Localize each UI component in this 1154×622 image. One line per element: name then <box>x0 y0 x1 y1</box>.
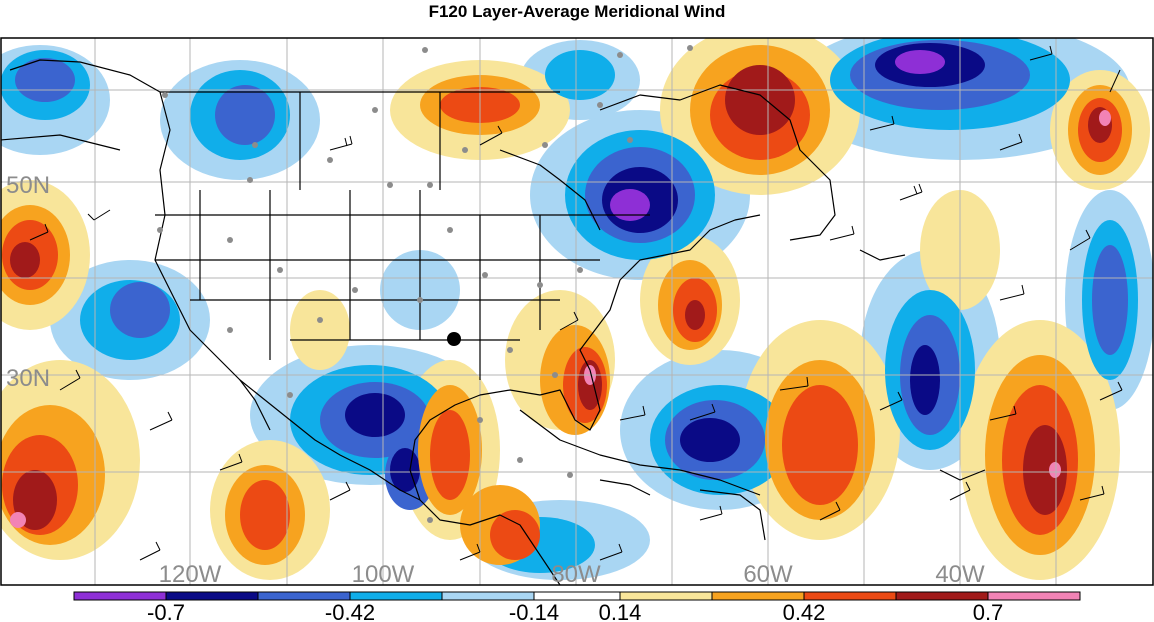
colorbar-swatch-9 <box>896 592 988 600</box>
map-frame <box>0 37 1154 586</box>
colorbar-swatch-6 <box>620 592 712 600</box>
colorbar-swatch-0 <box>74 592 166 600</box>
location-marker <box>447 332 461 346</box>
lat-label-50n: 50N <box>6 172 50 199</box>
lon-label-100w: 100W <box>352 561 415 588</box>
map-title: F120 Layer-Average Meridional Wind <box>428 2 726 21</box>
colorbar-swatch-2 <box>258 592 350 600</box>
colorbar-swatch-3 <box>350 592 442 600</box>
colorbar-tick-label: 0.42 <box>783 600 826 622</box>
lon-label-80w: 80W <box>551 561 601 588</box>
lon-label-40w: 40W <box>935 561 985 588</box>
colorbar-tick-label: -0.14 <box>509 600 559 622</box>
lon-label-120w: 120W <box>159 561 222 588</box>
colorbar-swatch-10 <box>988 592 1080 600</box>
colorbar-tick-label: -0.7 <box>147 600 185 622</box>
colorbar-swatch-4 <box>442 592 534 600</box>
colorbar: -0.7 -0.42 -0.14 0.14 0.42 0.7 <box>73 591 1081 622</box>
colorbar-swatch-5 <box>534 592 620 600</box>
colorbar-swatch-1 <box>166 592 258 600</box>
lat-label-30n: 30N <box>6 365 50 392</box>
wind-field-shading <box>1 38 1153 585</box>
colorbar-swatch-7 <box>712 592 804 600</box>
colorbar-tick-label: 0.14 <box>599 600 642 622</box>
lon-label-60w: 60W <box>743 561 793 588</box>
colorbar-swatch-8 <box>804 592 896 600</box>
colorbar-tick-label: -0.42 <box>325 600 375 622</box>
colorbar-tick-label: 0.7 <box>973 600 1004 622</box>
